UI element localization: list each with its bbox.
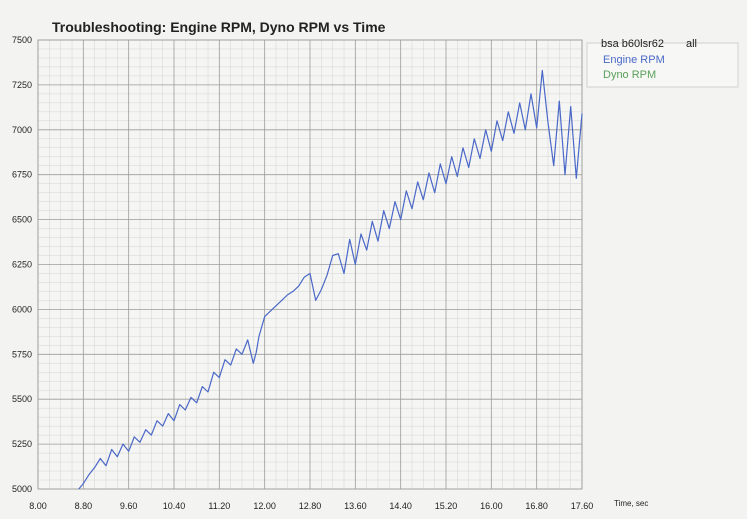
legend-selector[interactable]: all [686, 38, 697, 50]
legend-box [586, 42, 739, 88]
x-axis-label: Time, sec [614, 499, 648, 508]
y-tick-label: 6250 [12, 260, 32, 270]
x-axis-ticks: 8.00 8.80 9.60 10.40 11.20 12.00 12.80 13.60 14.… [29, 501, 593, 511]
x-tick-label: 11.20 [208, 501, 230, 511]
series-lines [78, 69, 583, 490]
y-tick-label: 6750 [12, 170, 32, 180]
x-tick-label: 12.80 [299, 501, 322, 511]
major-grid [37, 39, 583, 490]
x-tick-label: 16.00 [480, 501, 503, 511]
x-tick-label: 12.00 [253, 501, 276, 511]
y-tick-label: 7000 [12, 125, 32, 135]
x-tick-label: 17.60 [571, 501, 594, 511]
x-tick-label: 8.00 [29, 501, 47, 511]
series-line-engine-rpm [78, 69, 583, 490]
legend-entry-engine-rpm[interactable]: Engine RPM [603, 54, 665, 66]
x-tick-label: 16.80 [525, 501, 548, 511]
legend: bsa b60lsr62 all Engine RPM Dyno RPM [586, 38, 739, 88]
x-tick-label: 9.60 [120, 501, 138, 511]
legend-entry-dyno-rpm[interactable]: Dyno RPM [603, 69, 656, 81]
y-tick-label: 7250 [12, 80, 32, 90]
y-tick-label: 7500 [12, 35, 32, 45]
x-tick-label: 14.40 [389, 501, 412, 511]
x-tick-label: 8.80 [75, 501, 93, 511]
chart-title: Troubleshooting: Engine RPM, Dyno RPM vs… [52, 19, 386, 35]
y-tick-label: 5750 [12, 349, 32, 359]
y-tick-label: 5500 [12, 394, 32, 404]
y-tick-label: 6500 [12, 215, 32, 225]
y-tick-label: 5000 [12, 484, 32, 494]
y-tick-label: 6000 [12, 304, 32, 314]
y-axis-ticks: 5000 5250 5500 5750 6000 6250 6500 6750 7000 7250… [12, 35, 32, 494]
legend-title: bsa b60lsr62 [601, 38, 664, 50]
x-tick-label: 10.40 [163, 501, 186, 511]
x-tick-label: 13.60 [344, 501, 367, 511]
x-tick-label: 15.20 [435, 501, 458, 511]
y-tick-label: 5250 [12, 439, 32, 449]
